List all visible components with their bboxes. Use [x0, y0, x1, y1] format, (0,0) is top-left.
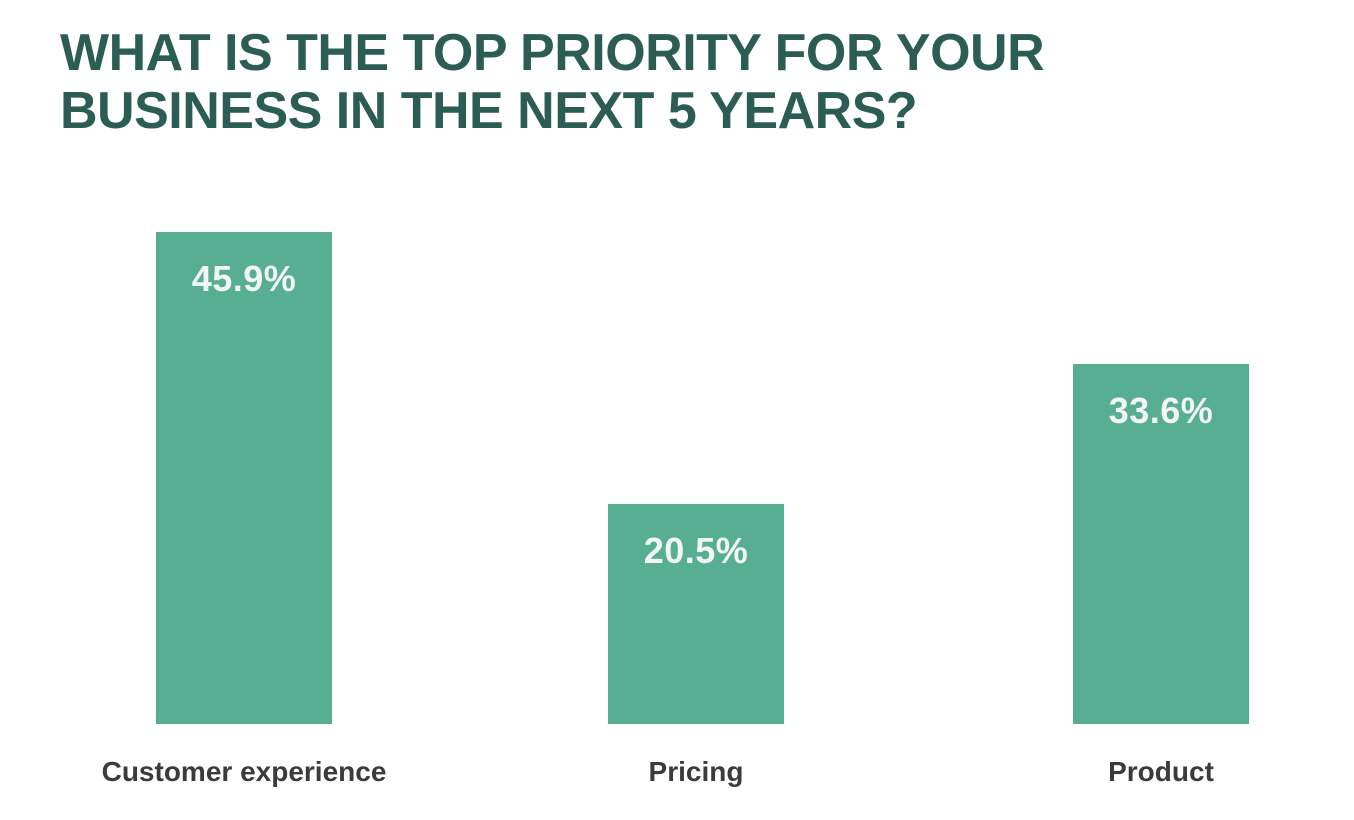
chart-title-line2: BUSINESS IN THE NEXT 5 YEARS? — [60, 82, 918, 140]
category-label-product: Product — [1108, 756, 1214, 787]
value-label-customer-experience: 45.9% — [191, 258, 297, 299]
chart-title-line1: WHAT IS THE TOP PRIORITY FOR YOUR — [60, 24, 1045, 82]
bar-pricing: 20.5% — [608, 504, 784, 724]
bar-chart-plot-area: 45.9% 20.5% 33.6% — [156, 232, 1249, 724]
value-label-pricing: 20.5% — [643, 530, 749, 571]
bar-product: 33.6% — [1073, 364, 1249, 724]
chart-title: WHAT IS THE TOP PRIORITY FOR YOUR BUSINES… — [60, 24, 1045, 140]
bar-customer-experience: 45.9% — [156, 232, 332, 724]
category-axis-labels: Customer experience Pricing Product — [0, 756, 1354, 800]
category-label-customer-experience: Customer experience — [101, 756, 387, 787]
category-label-pricing: Pricing — [648, 756, 744, 787]
value-label-product: 33.6% — [1108, 390, 1214, 431]
